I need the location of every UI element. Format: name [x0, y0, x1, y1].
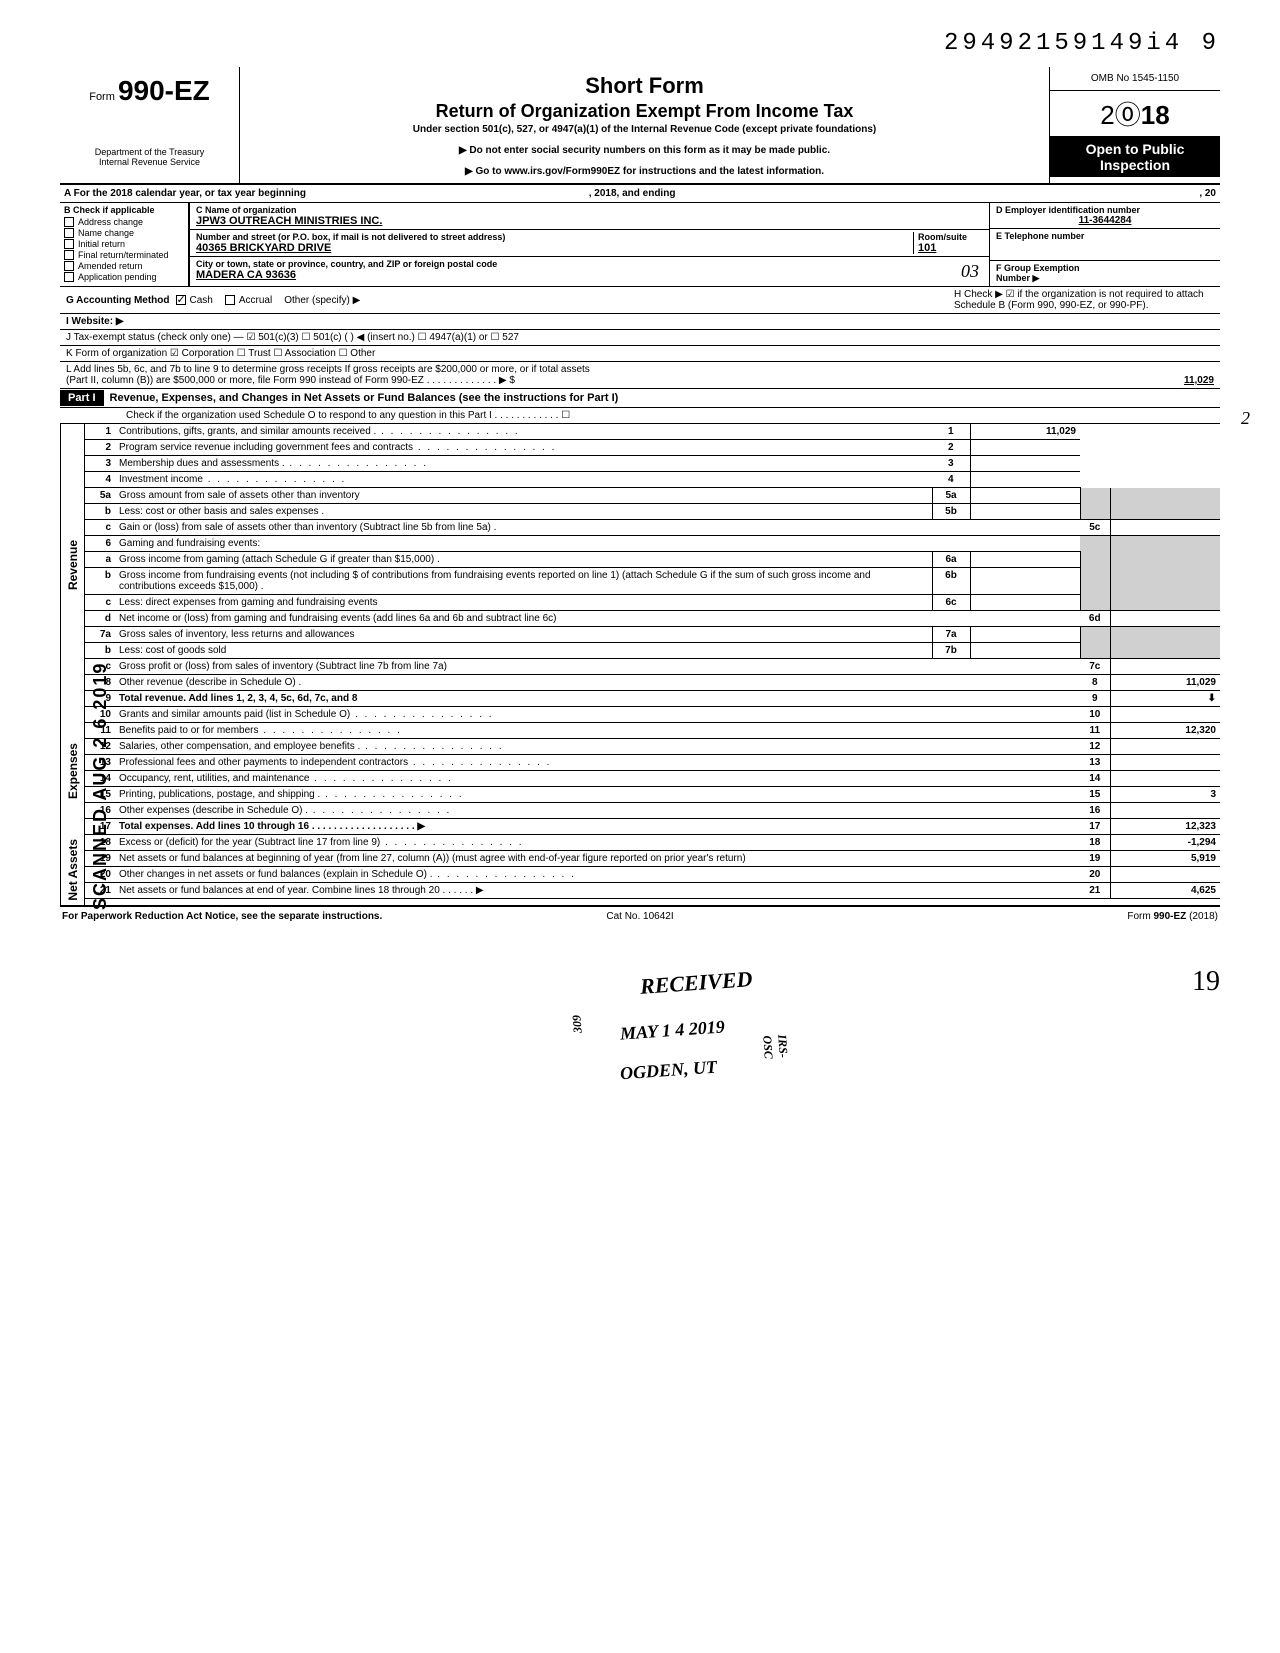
revenue-table: 1Contributions, gifts, grants, and simil…: [85, 424, 1220, 707]
col-de: D Employer identification number 11-3644…: [990, 203, 1220, 286]
right-box: OMB No 1545-1150 2⓪18 Open to Public Ins…: [1050, 67, 1220, 183]
page-footer: For Paperwork Reduction Act Notice, see …: [60, 905, 1220, 926]
footer-paperwork: For Paperwork Reduction Act Notice, see …: [62, 911, 447, 922]
stamp-date: MAY 1 4 2019: [619, 1016, 725, 1044]
stamp-scanned: SCANNED AUG 2 6 2019: [90, 662, 111, 910]
line-h: H Check ▶ ☑ if the organization is not r…: [954, 289, 1214, 311]
chk-accrual[interactable]: [225, 295, 235, 305]
chk-pending[interactable]: [64, 272, 74, 282]
open-inspection: Open to Public Inspection: [1050, 137, 1220, 177]
form-header: Form 990-EZ Department of the Treasury I…: [60, 67, 1220, 185]
form-number: 990-EZ: [118, 75, 210, 106]
stamp-309: 309: [569, 1014, 585, 1033]
title-short-form: Short Form: [250, 73, 1039, 99]
line-l: L Add lines 5b, 6c, and 7b to line 9 to …: [60, 362, 1220, 389]
ein-label: D Employer identification number: [996, 205, 1214, 215]
chk-address-change[interactable]: [64, 217, 74, 227]
part1-title: Revenue, Expenses, and Changes in Net As…: [104, 389, 1220, 407]
revenue-label: Revenue: [64, 536, 82, 594]
city-label: City or town, state or province, country…: [196, 259, 983, 269]
form-prefix: Form: [89, 91, 115, 103]
handwritten-2: 2: [1241, 408, 1250, 429]
title-sub: Under section 501(c), 527, or 4947(a)(1)…: [250, 124, 1039, 135]
instruction-url: ▶ Go to www.irs.gov/Form990EZ for instru…: [250, 166, 1039, 177]
form-number-box: Form 990-EZ Department of the Treasury I…: [60, 67, 240, 183]
net-assets-label: Net Assets: [64, 835, 82, 905]
omb-number: OMB No 1545-1150: [1050, 67, 1220, 91]
street-label: Number and street (or P.O. box, if mail …: [196, 232, 913, 242]
footer-form: Form 990-EZ (2018): [833, 911, 1218, 922]
net-assets-section: Net Assets 18Excess or (deficit) for the…: [60, 835, 1220, 905]
ein-value: 11-3644284: [996, 215, 1214, 226]
line-i-website: I Website: ▶: [60, 314, 1220, 330]
stamp-ogden: OGDEN, UT: [619, 1057, 717, 1085]
line-k-form: K Form of organization ☑ Corporation ☐ T…: [60, 346, 1220, 362]
tax-year: 2⓪18: [1050, 91, 1220, 137]
row-a-tax-year: A For the 2018 calendar year, or tax yea…: [60, 185, 1220, 203]
title-box: Short Form Return of Organization Exempt…: [240, 67, 1050, 183]
chk-name-change[interactable]: [64, 228, 74, 238]
tracking-id: 29492159149i4 9: [60, 30, 1220, 57]
handwritten-03: 03: [961, 261, 979, 282]
group-exemption-number: Number ▶: [996, 273, 1214, 284]
dept-irs: Internal Revenue Service: [64, 157, 235, 167]
part1-label: Part I: [60, 390, 104, 406]
room-label: Room/suite: [918, 232, 983, 242]
org-name: JPW3 OUTREACH MINISTRIES INC.: [196, 215, 983, 227]
stamp-irs-osc: IRS-OSC: [759, 1034, 791, 1059]
footer-catno: Cat No. 10642I: [447, 911, 832, 922]
chk-cash[interactable]: [176, 295, 186, 305]
street-value: 40365 BRICKYARD DRIVE: [196, 242, 913, 254]
phone-label: E Telephone number: [996, 231, 1214, 241]
line-g: G Accounting Method Cash Accrual Other (…: [60, 287, 1220, 314]
expenses-table: 10Grants and similar amounts paid (list …: [85, 707, 1220, 835]
chk-amended[interactable]: [64, 261, 74, 271]
chk-final-return[interactable]: [64, 250, 74, 260]
net-assets-table: 18Excess or (deficit) for the year (Subt…: [85, 835, 1220, 899]
expenses-label: Expenses: [64, 739, 82, 803]
revenue-section: Revenue 1Contributions, gifts, grants, a…: [60, 424, 1220, 707]
col-b-checkboxes: B Check if applicable Address change Nam…: [60, 203, 190, 286]
expenses-section: Expenses 10Grants and similar amounts pa…: [60, 707, 1220, 835]
line-l-amount: 11,029: [1184, 375, 1214, 386]
line-j-status: J Tax-exempt status (check only one) — ☑…: [60, 330, 1220, 346]
part1-header: Part I Revenue, Expenses, and Changes in…: [60, 389, 1220, 408]
city-value: MADERA CA 93636: [196, 269, 983, 281]
identity-block: B Check if applicable Address change Nam…: [60, 203, 1220, 287]
title-return: Return of Organization Exempt From Incom…: [250, 101, 1039, 122]
instruction-ssn: ▶ Do not enter social security numbers o…: [250, 145, 1039, 156]
part1-check: Check if the organization used Schedule …: [60, 408, 1220, 424]
org-name-label: C Name of organization: [196, 205, 983, 215]
dept-treasury: Department of the Treasury: [64, 147, 235, 157]
page-number: 19: [60, 966, 1220, 998]
col-c-org-info: C Name of organization JPW3 OUTREACH MIN…: [190, 203, 990, 286]
group-exemption-label: F Group Exemption: [996, 263, 1214, 273]
room-value: 101: [918, 242, 983, 254]
chk-initial-return[interactable]: [64, 239, 74, 249]
